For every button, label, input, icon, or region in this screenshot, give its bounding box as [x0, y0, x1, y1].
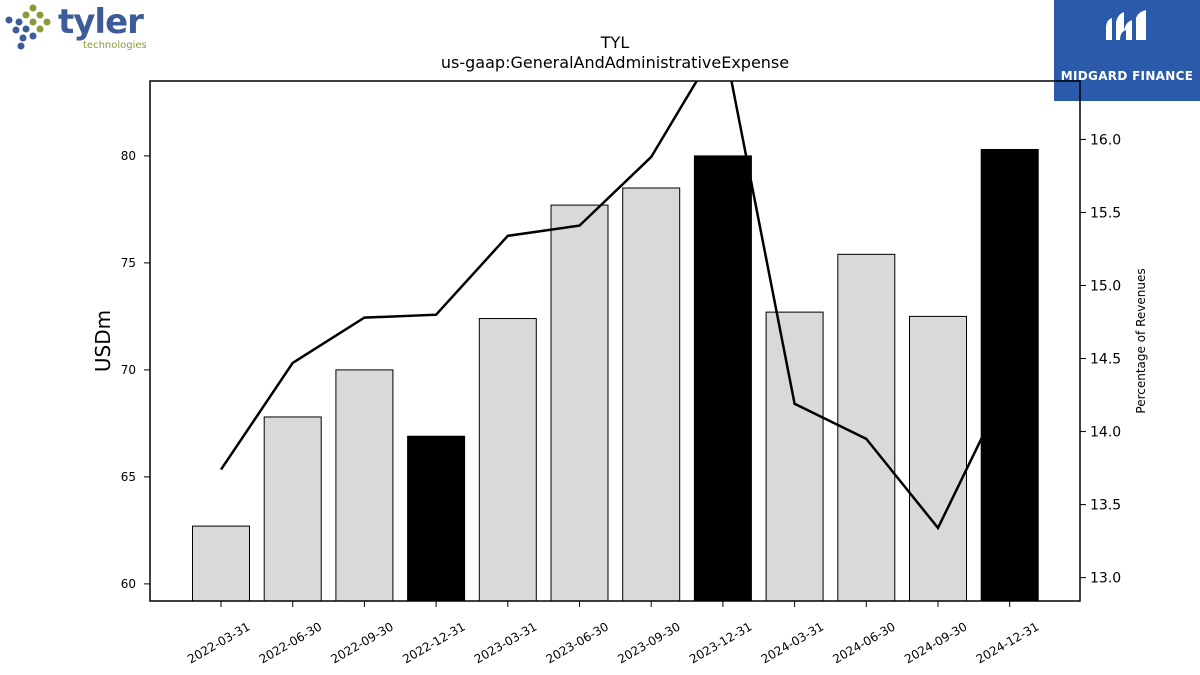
x-tick-label: 2024-09-30: [902, 619, 969, 666]
x-axis: 2022-03-31 2022-06-30 2022-09-30 2022-12-31…: [185, 601, 1041, 666]
tyler-dots-icon: [5, 4, 51, 50]
bar: [192, 525, 250, 602]
midgard-finance-logo: MIDGARD FINANCE: [1054, 0, 1200, 101]
y2-axis-label: Percentage of Revenues: [1134, 268, 1148, 413]
midgard-logo-icon: [1106, 10, 1146, 40]
x-tick-label: 2024-03-31: [759, 619, 826, 666]
bar: [622, 187, 681, 602]
bar: [693, 155, 752, 602]
x-tick-label: 2024-12-31: [974, 619, 1041, 666]
tyler-wordmark: tyler: [58, 2, 144, 42]
plot-frame: [149, 80, 1081, 602]
y-tick-label: 60: [121, 577, 136, 591]
tyler-subtitle: technologies: [83, 40, 147, 51]
bar: [478, 318, 537, 602]
y-axis-right: 13.0 13.5 14.0 14.5 15.0 15.5 16.0: [1080, 132, 1121, 587]
y-tick-label: 75: [121, 256, 136, 270]
y-tick-label: 65: [121, 470, 136, 484]
line-series: [219, 81, 1011, 531]
y2-tick-label: 13.0: [1090, 571, 1121, 587]
bar: [765, 311, 824, 602]
x-tick-label: 2023-06-30: [544, 619, 611, 666]
x-tick-label: 2023-03-31: [472, 619, 539, 666]
y2-tick-label: 15.0: [1090, 278, 1121, 294]
x-tick-label: 2022-03-31: [185, 619, 252, 666]
y2-tick-label: 14.5: [1090, 352, 1121, 368]
bar: [407, 435, 466, 602]
y-tick-label: 80: [121, 149, 136, 163]
x-tick-label: 2022-06-30: [257, 619, 324, 666]
y-tick-label: 70: [121, 363, 136, 377]
x-tick-label: 2023-12-31: [687, 619, 754, 666]
bar: [980, 148, 1039, 602]
x-tick-label: 2023-09-30: [615, 619, 682, 666]
chart-subtitle: us-gaap:GeneralAndAdministrativeExpense: [441, 53, 789, 72]
y-axis-left: 60 65 70 75 80: [121, 149, 150, 591]
bar-series: [192, 148, 1039, 602]
bar: [263, 416, 322, 602]
y2-tick-label: 16.0: [1090, 132, 1121, 148]
bar: [550, 204, 609, 602]
y2-tick-label: 15.5: [1090, 205, 1121, 221]
x-tick-label: 2022-12-31: [400, 619, 467, 666]
tyler-logo: tyler technologies: [0, 0, 160, 60]
chart-title: TYL: [600, 33, 630, 52]
line-path: [219, 81, 1011, 531]
bar: [335, 369, 394, 602]
y2-tick-label: 13.5: [1090, 498, 1121, 514]
y-axis-label: USDm: [91, 310, 115, 372]
x-tick-label: 2024-06-30: [830, 619, 897, 666]
y2-tick-label: 14.0: [1090, 425, 1121, 441]
midgard-finance-name: MIDGARD FINANCE: [1060, 69, 1194, 83]
bar: [837, 253, 896, 602]
bar: [909, 315, 967, 602]
x-tick-label: 2022-09-30: [328, 619, 395, 666]
